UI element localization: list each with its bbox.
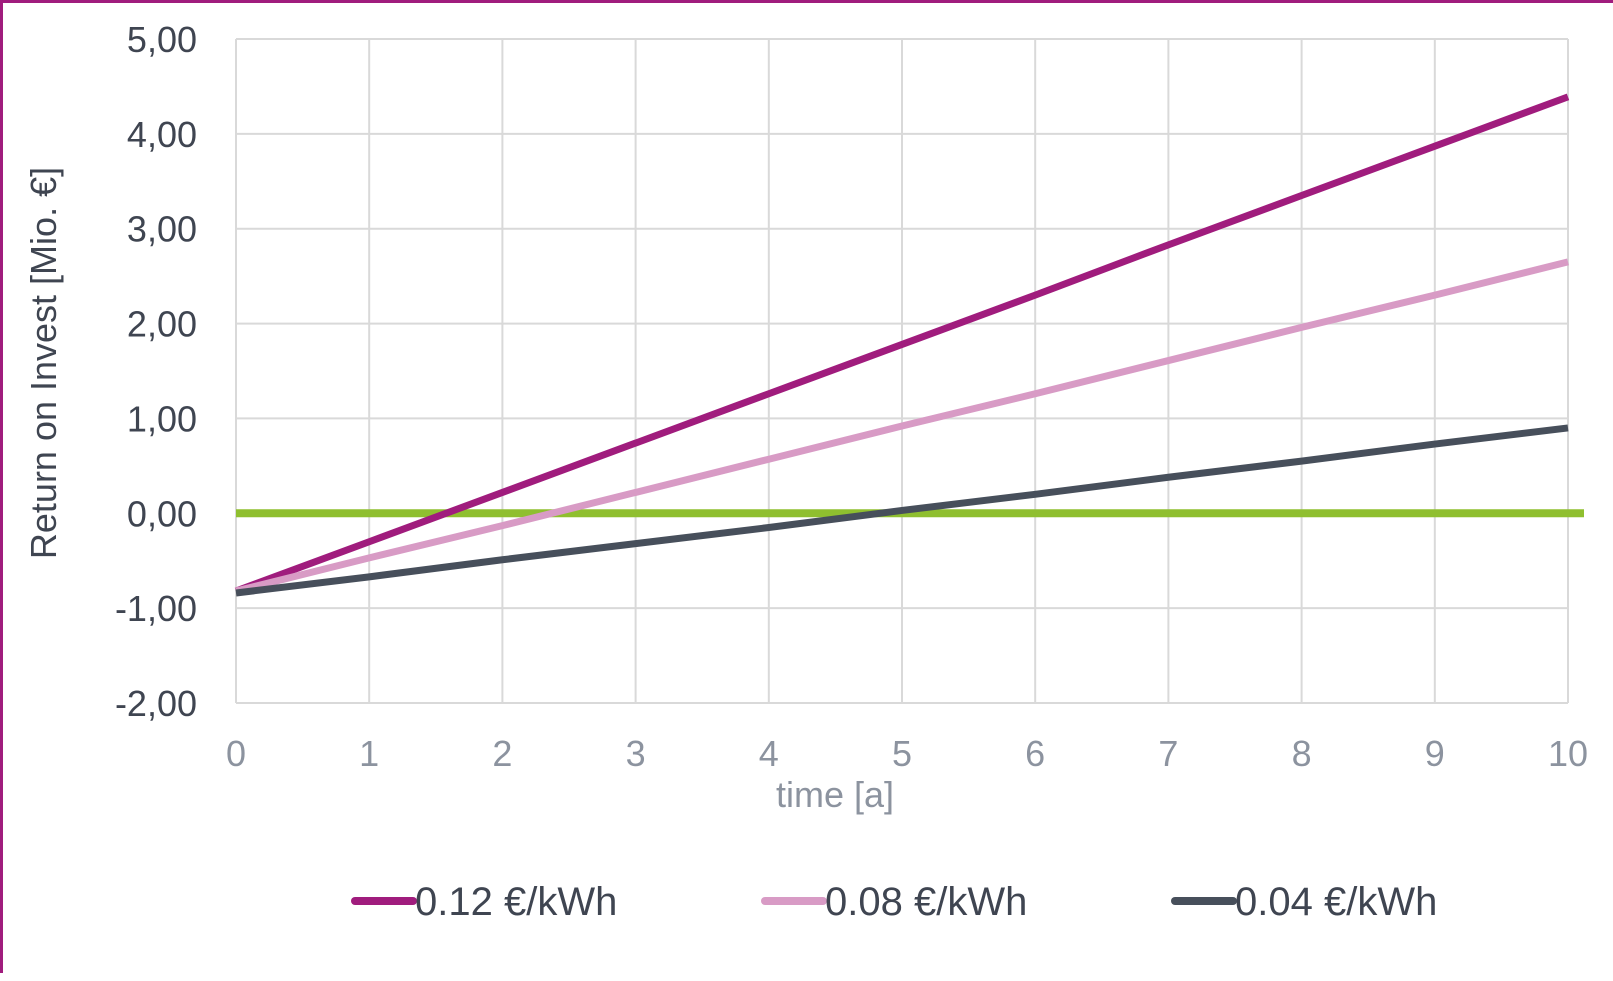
x-tick-label: 10 [1548, 733, 1588, 774]
x-tick-label: 8 [1292, 733, 1312, 774]
x-tick-label: 7 [1158, 733, 1178, 774]
y-axis-label: Return on Invest [Mio. €] [23, 167, 64, 559]
x-tick-label: 5 [892, 733, 912, 774]
y-tick-label: 0,00 [127, 493, 197, 534]
line-chart: -2,00 -1,00 0,00 1,00 2,00 3,00 4,00 5,00 0 1 2 3 4… [23, 19, 1588, 924]
x-tick-label: 6 [1025, 733, 1045, 774]
series-line-2 [235, 258, 1569, 595]
series-line-3 [235, 424, 1569, 597]
y-tick-label: -2,00 [115, 683, 197, 724]
y-tick-label: 2,00 [127, 304, 197, 345]
x-tick-label: 1 [359, 733, 379, 774]
x-tick-label: 3 [626, 733, 646, 774]
y-tick-label: 3,00 [127, 209, 197, 250]
y-tick-label: 4,00 [127, 114, 197, 155]
x-axis-ticks: 0 1 2 3 4 5 6 7 8 9 10 [226, 733, 1588, 774]
y-tick-label: 1,00 [127, 398, 197, 439]
y-tick-label: 5,00 [127, 19, 197, 60]
grid [235, 38, 1569, 704]
y-axis-ticks: -2,00 -1,00 0,00 1,00 2,00 3,00 4,00 5,00 [115, 19, 197, 724]
legend-label: 0.04 €/kWh [1235, 880, 1437, 924]
y-tick-label: -1,00 [115, 588, 197, 629]
x-tick-label: 9 [1425, 733, 1445, 774]
legend: 0.12 €/kWh 0.08 €/kWh 0.04 €/kWh [351, 880, 1437, 924]
legend-label: 0.08 €/kWh [825, 880, 1027, 924]
x-axis-label: time [a] [776, 774, 894, 815]
legend-label: 0.12 €/kWh [415, 880, 617, 924]
x-tick-label: 2 [492, 733, 512, 774]
series-lines [234, 93, 1570, 597]
series-line-1 [234, 93, 1570, 595]
x-tick-label: 4 [759, 733, 779, 774]
x-tick-label: 0 [226, 733, 246, 774]
